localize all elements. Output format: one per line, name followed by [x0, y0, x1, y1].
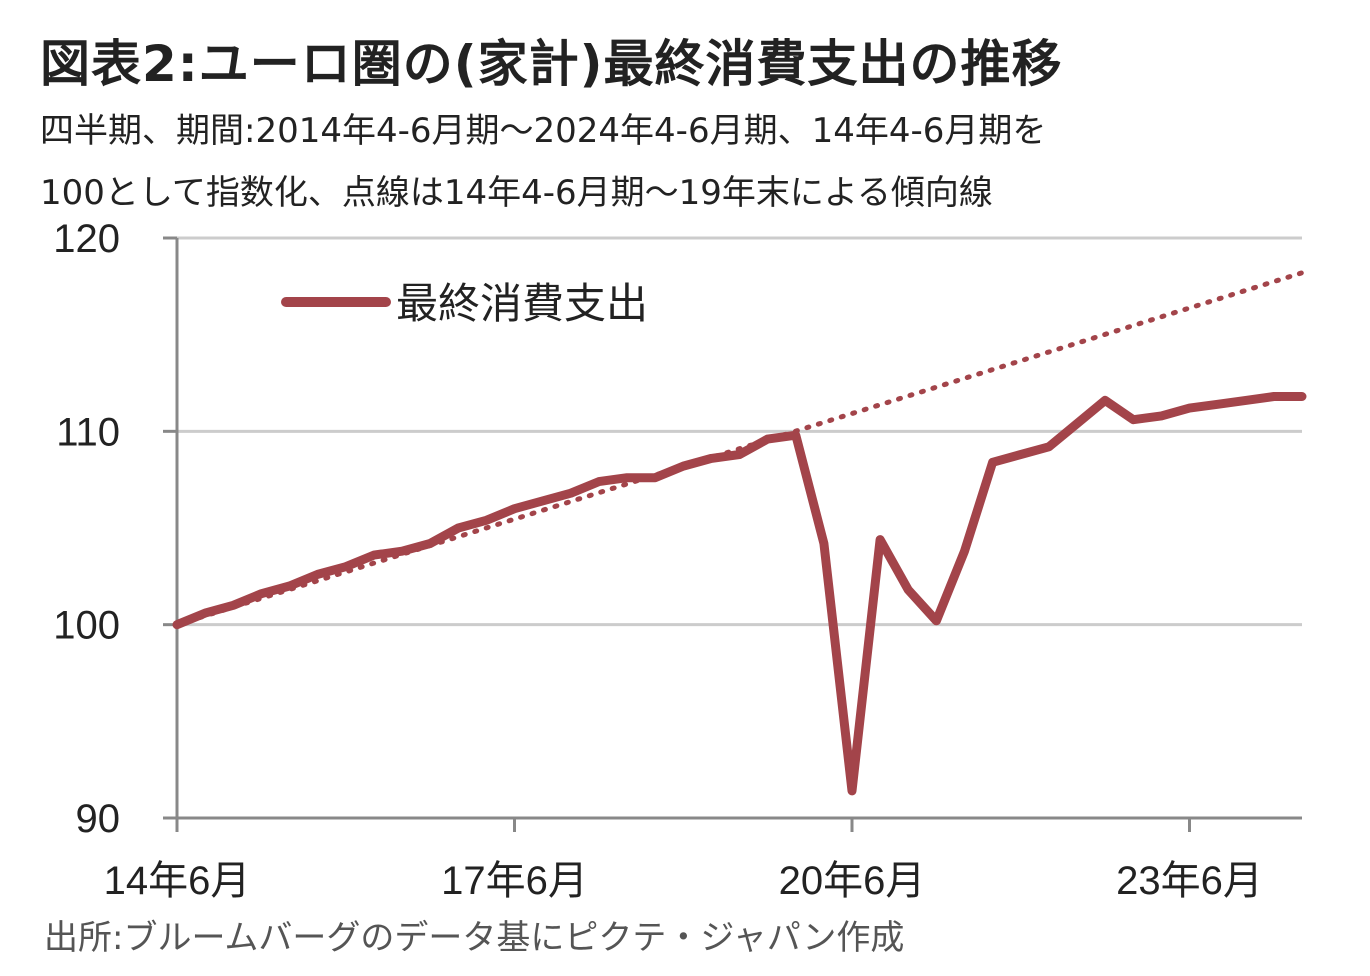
legend: 最終消費支出	[281, 279, 648, 328]
chart-subtitle: 四半期、期間:2014年4-6月期〜2024年4-6月期、14年4-6月期を 1…	[40, 100, 1046, 224]
x-tick-label-1: 17年6月	[441, 859, 588, 903]
chart-title: 図表2:ユーロ圏の(家計)最終消費支出の推移	[40, 35, 1063, 93]
x-tick-label-3: 23年6月	[1116, 859, 1263, 903]
x-tick-label-2: 20年6月	[779, 859, 926, 903]
y-axis-ticks: 90 100 110 120	[53, 217, 120, 841]
y-tick-label-110: 110	[56, 410, 120, 454]
trend-line	[174, 270, 1305, 628]
consumption-line	[172, 392, 1307, 796]
gridlines	[177, 236, 1302, 627]
axes	[163, 236, 1302, 832]
x-tick-label-0: 14年6月	[104, 859, 251, 903]
y-tick-label-120: 120	[53, 217, 120, 261]
series-lines	[172, 270, 1307, 796]
y-tick-label-100: 100	[53, 604, 120, 648]
source-note: 出所:ブルームバーグのデータ基にピクテ・ジャパン作成	[44, 918, 905, 958]
legend-label: 最終消費支出	[396, 279, 648, 328]
x-axis-ticks: 14年6月 17年6月 20年6月 23年6月	[104, 859, 1263, 903]
subtitle-line-2: 100として指数化、点線は14年4-6月期〜19年末による傾向線	[40, 173, 993, 213]
subtitle-line-1: 四半期、期間:2014年4-6月期〜2024年4-6月期、14年4-6月期を	[40, 111, 1047, 151]
y-tick-label-90: 90	[76, 797, 121, 841]
